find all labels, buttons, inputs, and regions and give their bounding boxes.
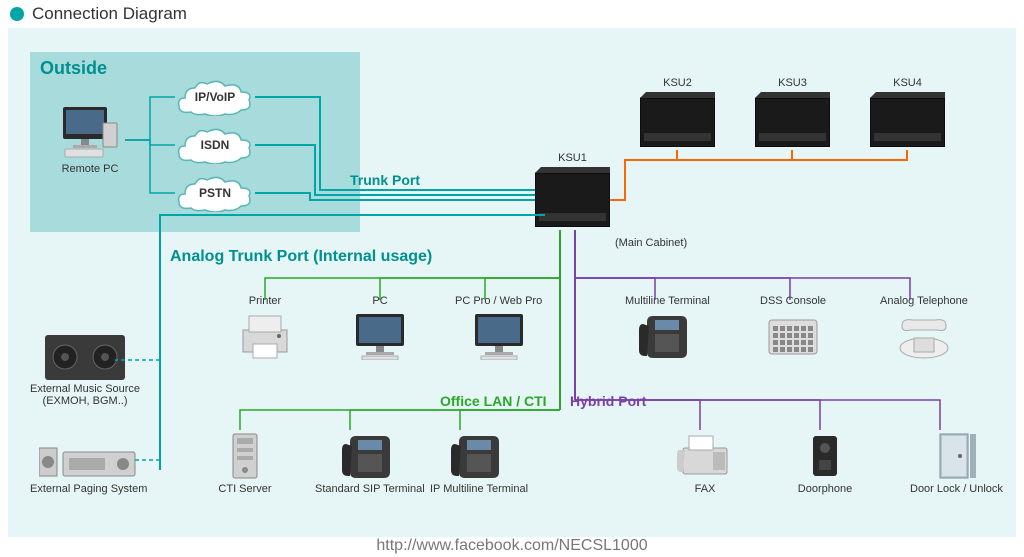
device-pcpro: PC Pro / Web Pro: [455, 295, 542, 360]
fax-icon: [675, 430, 735, 480]
device-label-ipmulti: IP Multiline Terminal: [430, 483, 528, 495]
device-label-analog: Analog Telephone: [880, 295, 968, 307]
ksu-ksu4: KSU4: [870, 77, 945, 147]
device-pc: PC: [350, 295, 410, 360]
cloud-label-isdn: ISDN: [201, 138, 230, 152]
remote-pc-device: Remote PC: [55, 105, 125, 175]
device-sip: Standard SIP Terminal: [315, 430, 425, 495]
multiline-icon: [637, 310, 697, 360]
title-row: Connection Diagram: [10, 4, 187, 24]
diagram-title: Connection Diagram: [32, 4, 187, 24]
pc-icon: [350, 310, 410, 360]
ksu-box-icon: [870, 92, 945, 147]
ipmulti-icon: [449, 430, 509, 480]
pcpro-icon: [469, 310, 529, 360]
device-doorlock: Door Lock / Unlock: [910, 430, 1003, 495]
sip-icon: [340, 430, 400, 480]
device-music: External Music Source(EXMOH, BGM..): [30, 335, 140, 407]
device-label-paging: External Paging System: [30, 483, 147, 495]
device-label-cti: CTI Server: [218, 483, 271, 495]
printer-icon: [235, 310, 295, 360]
device-analog: Analog Telephone: [880, 295, 968, 360]
monitor-icon: [55, 105, 125, 160]
ksu-ksu2: KSU2: [640, 77, 715, 147]
ksu-label-ksu2: KSU2: [663, 77, 692, 89]
ksu-box-icon: [755, 92, 830, 147]
music-icon: [45, 335, 125, 380]
doorphone-icon: [795, 430, 855, 480]
device-paging: External Paging System: [30, 440, 147, 495]
device-dss: DSS Console: [760, 295, 826, 360]
hybrid-port-label: Hybrid Port: [570, 393, 646, 409]
office-lan-cti-label: Office LAN / CTI: [440, 393, 547, 409]
device-label-dss: DSS Console: [760, 295, 826, 307]
main-cabinet-label: (Main Cabinet): [615, 237, 687, 249]
ksu-label-ksu3: KSU3: [778, 77, 807, 89]
device-label-doorlock: Door Lock / Unlock: [910, 483, 1003, 495]
cloud-pstn: PSTN: [175, 174, 255, 212]
ksu-box-icon: [640, 92, 715, 147]
title-dot-icon: [10, 7, 24, 21]
analog-icon: [894, 310, 954, 360]
remote-pc-label: Remote PC: [62, 163, 119, 175]
cloud-isdn: ISDN: [175, 126, 255, 164]
cloud-label-pstn: PSTN: [199, 186, 231, 200]
device-label-printer: Printer: [249, 295, 281, 307]
ksu-label-ksu1: KSU1: [558, 152, 587, 164]
paging-icon: [39, 440, 139, 480]
ksu-label-ksu4: KSU4: [893, 77, 922, 89]
device-printer: Printer: [235, 295, 295, 360]
dss-icon: [763, 310, 823, 360]
trunk-port-label: Trunk Port: [350, 172, 420, 188]
doorlock-icon: [926, 430, 986, 480]
analog-trunk-port-label: Analog Trunk Port (Internal usage): [170, 248, 432, 266]
device-multiline: Multiline Terminal: [625, 295, 710, 360]
ksu-ksu3: KSU3: [755, 77, 830, 147]
cloud-ipvoip: IP/VoIP: [175, 78, 255, 116]
device-label-pcpro: PC Pro / Web Pro: [455, 295, 542, 307]
device-fax: FAX: [675, 430, 735, 495]
device-cti: CTI Server: [215, 430, 275, 495]
device-doorphone: Doorphone: [795, 430, 855, 495]
device-label-doorphone: Doorphone: [798, 483, 852, 495]
footer-url: http://www.facebook.com/NECSL1000: [0, 537, 1024, 555]
device-label-multiline: Multiline Terminal: [625, 295, 710, 307]
device-label-music: External Music Source(EXMOH, BGM..): [30, 383, 140, 407]
cti-icon: [215, 430, 275, 480]
device-label-fax: FAX: [695, 483, 716, 495]
ksu-box-icon: [535, 167, 610, 227]
cloud-label-ipvoip: IP/VoIP: [195, 90, 235, 104]
ksu-ksu1: KSU1: [535, 152, 610, 227]
device-label-sip: Standard SIP Terminal: [315, 483, 425, 495]
device-ipmulti: IP Multiline Terminal: [430, 430, 528, 495]
device-label-pc: PC: [372, 295, 387, 307]
